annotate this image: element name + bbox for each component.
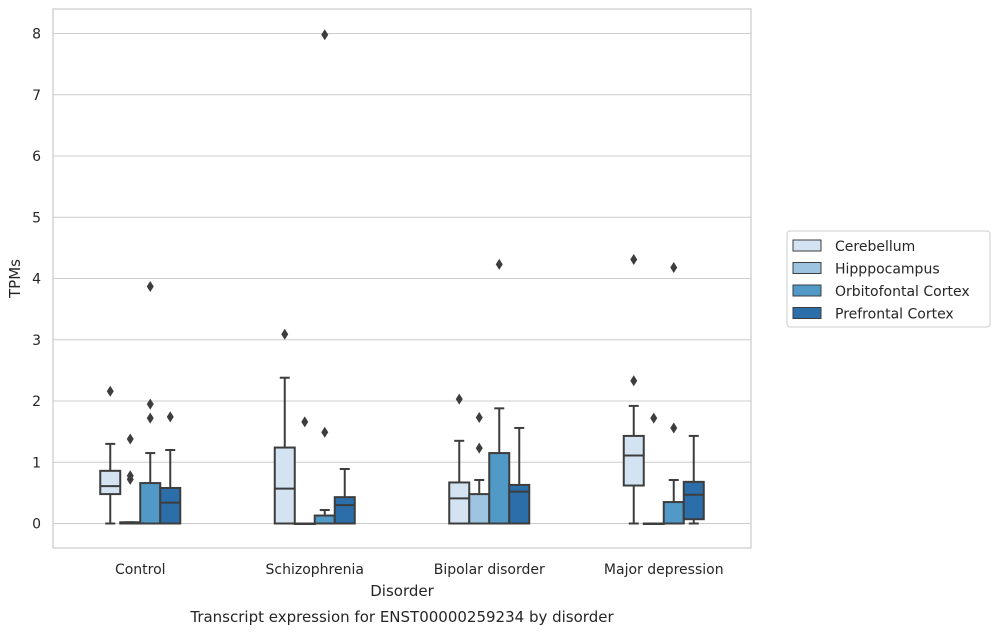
x-axis-label: Disorder [370, 582, 434, 600]
chart-title: Transcript expression for ENST0000025923… [189, 608, 614, 626]
y-tick-label: 2 [32, 394, 41, 410]
box-0-1 [119, 433, 142, 525]
plot-frame [52, 8, 752, 549]
box-body [508, 483, 531, 525]
x-tick-label: Control [115, 562, 166, 578]
box-body [313, 514, 336, 525]
box-2-1 [468, 412, 491, 525]
box-2-0 [448, 393, 471, 525]
box-2-3 [508, 426, 531, 525]
outlier-point [146, 412, 154, 424]
box-0-3 [159, 411, 182, 525]
outlier-point [106, 385, 114, 397]
y-tick-label: 3 [32, 333, 41, 349]
box-body [448, 481, 471, 525]
y-tick-label: 4 [32, 272, 41, 288]
outlier-point [166, 411, 174, 423]
legend-label: Cerebellum [835, 239, 915, 255]
box-body [159, 486, 182, 525]
y-tick-label: 0 [32, 517, 41, 533]
box-2-2 [488, 258, 511, 525]
box-1-1 [293, 416, 316, 525]
box-1-2 [313, 29, 336, 525]
box-body [139, 482, 162, 525]
box-3-2 [662, 261, 685, 525]
outlier-point [301, 416, 309, 428]
box-body [468, 493, 491, 525]
box-1-3 [333, 467, 356, 525]
outlier-point [281, 328, 289, 340]
box-3-0 [622, 254, 645, 525]
box-body [333, 496, 356, 525]
y-tick-label: 8 [32, 27, 41, 43]
box-body [99, 469, 122, 496]
box-3-1 [642, 412, 665, 525]
outlier-point [146, 398, 154, 410]
legend-swatch [792, 284, 822, 297]
outlier-point [650, 412, 658, 424]
box-body [488, 452, 511, 525]
y-tick-label: 5 [32, 210, 41, 226]
box-body [662, 501, 685, 525]
outlier-point [455, 393, 463, 405]
legend-swatch [792, 239, 822, 252]
x-tick-label: Bipolar disorder [434, 562, 545, 578]
outlier-point [670, 261, 678, 273]
outlier-point [126, 433, 134, 445]
legend-label: Hipppocampus [835, 262, 940, 278]
outlier-point [321, 426, 329, 438]
box-0-2 [139, 280, 162, 525]
outlier-point [630, 254, 638, 266]
outlier-point [495, 258, 503, 270]
y-tick-label: 1 [32, 455, 41, 471]
outlier-point [475, 442, 483, 454]
y-tick-label: 6 [32, 149, 41, 165]
outlier-point [126, 470, 134, 482]
legend-frame [786, 230, 991, 328]
legend: Cerebellum Hipppocampus Orbitofontal Corte… [786, 230, 991, 328]
outlier-point [670, 422, 678, 434]
x-tick-label: Major depression [604, 562, 724, 578]
outlier-point [146, 280, 154, 292]
box-1-0 [273, 328, 296, 525]
outlier-point [475, 412, 483, 424]
box-body [682, 480, 705, 521]
x-tick-label: Schizophrenia [266, 562, 364, 578]
box-body [273, 446, 296, 525]
legend-swatch [792, 262, 822, 274]
box-3-3 [682, 434, 705, 525]
y-tick-label: 7 [32, 88, 41, 104]
box-body [622, 434, 645, 487]
outlier-point [630, 375, 638, 387]
legend-label: Orbitofontal Cortex [835, 284, 970, 300]
y-axis-ticks: 0 1 2 3 4 5 6 7 8 [32, 27, 41, 533]
legend-label: Prefrontal Cortex [835, 307, 954, 323]
box-groups [99, 29, 705, 525]
box-0-0 [99, 385, 122, 525]
outlier-point [321, 29, 329, 41]
legend-swatch [792, 307, 822, 319]
x-axis-ticks: Control Schizophrenia Bipolar disorder Majo… [115, 562, 724, 578]
y-axis-label: TPMs [6, 259, 24, 299]
